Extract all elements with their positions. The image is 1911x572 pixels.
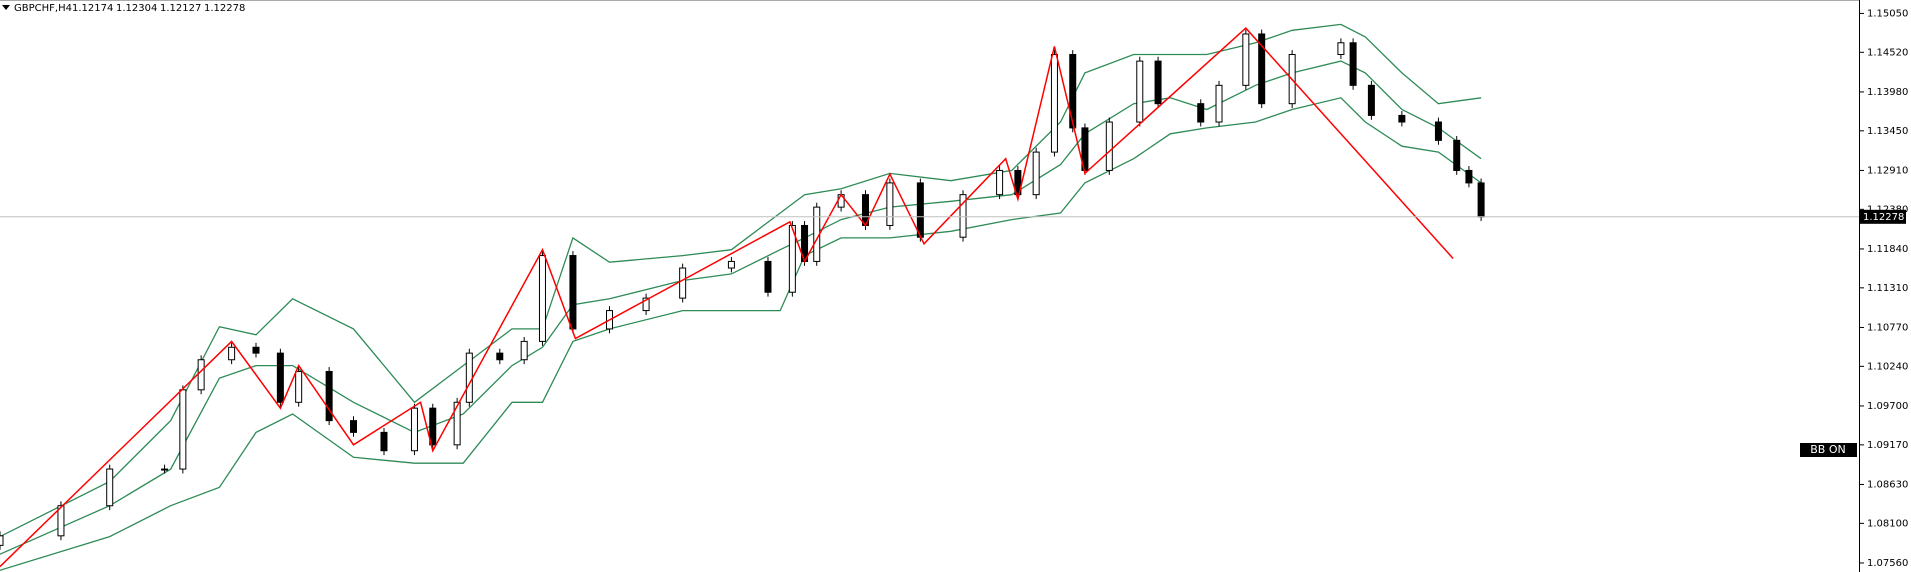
candle-body bbox=[1136, 60, 1144, 123]
candle-body bbox=[1477, 182, 1485, 218]
candle-body bbox=[1069, 54, 1077, 129]
y-tick-label: 1.08630 bbox=[1867, 479, 1908, 490]
candle-body bbox=[453, 401, 461, 446]
y-tick-label: 1.13450 bbox=[1867, 126, 1908, 137]
y-tick-label: 1.07560 bbox=[1867, 558, 1908, 569]
bb-button[interactable] bbox=[1800, 443, 1857, 457]
candle-body bbox=[410, 407, 418, 452]
candle-body bbox=[380, 431, 388, 452]
zigzag-line bbox=[0, 27, 1454, 568]
y-tick-label: 1.09700 bbox=[1867, 401, 1908, 412]
bb-button-label[interactable]: BB ON bbox=[1810, 443, 1845, 456]
last-price-box bbox=[1860, 209, 1906, 224]
candle-body bbox=[959, 194, 967, 238]
candle-body bbox=[0, 535, 4, 546]
bollinger-band bbox=[0, 97, 1482, 571]
candle-body bbox=[1367, 84, 1375, 116]
candle-body bbox=[1398, 114, 1406, 123]
collapse-icon[interactable] bbox=[2, 5, 10, 10]
candle-body bbox=[197, 359, 205, 391]
bollinger-band bbox=[0, 60, 1482, 555]
candle-body bbox=[496, 352, 504, 361]
candle-body bbox=[325, 370, 333, 422]
candle-body bbox=[57, 505, 65, 537]
candle-body bbox=[679, 267, 687, 299]
y-tick-label: 1.14520 bbox=[1867, 47, 1908, 58]
candle-body bbox=[1014, 169, 1022, 196]
candle-body bbox=[727, 260, 735, 269]
candle-body bbox=[429, 407, 437, 446]
candle-body bbox=[1197, 103, 1205, 123]
candle-body bbox=[179, 389, 187, 470]
y-tick-label: 1.10770 bbox=[1867, 322, 1908, 333]
y-tick-label: 1.10240 bbox=[1867, 361, 1908, 372]
candle-body bbox=[228, 346, 236, 361]
y-tick-label: 1.12910 bbox=[1867, 165, 1908, 176]
candle-body bbox=[1258, 33, 1266, 105]
symbol: GBPCHF,H4 bbox=[14, 3, 72, 14]
candle-body bbox=[1154, 60, 1162, 105]
y-tick-label: 1.09170 bbox=[1867, 440, 1908, 451]
y-tick-label: 1.15050 bbox=[1867, 8, 1908, 19]
candle-body bbox=[276, 352, 284, 403]
y-tick-label: 1.11310 bbox=[1867, 283, 1908, 294]
candle-body bbox=[996, 169, 1004, 196]
candle-body bbox=[161, 468, 169, 471]
candle-body bbox=[106, 468, 114, 507]
candle-body bbox=[295, 370, 303, 403]
header-price: 1.12304 bbox=[116, 3, 157, 14]
candle-body bbox=[764, 260, 772, 293]
candle-body bbox=[1032, 151, 1040, 196]
candle-body bbox=[1215, 84, 1223, 123]
candle-body bbox=[1105, 121, 1113, 171]
candle-body bbox=[1465, 169, 1473, 184]
candle-body bbox=[886, 182, 894, 226]
header-price: 1.12174 bbox=[72, 3, 113, 14]
candle-body bbox=[1337, 42, 1345, 56]
candle-body bbox=[538, 255, 546, 342]
candle-body bbox=[788, 224, 796, 293]
candle-body bbox=[642, 297, 650, 312]
candle-body bbox=[1050, 54, 1058, 153]
header-price: 1.12278 bbox=[204, 3, 245, 14]
candle-body bbox=[1242, 33, 1250, 86]
candle-body bbox=[916, 182, 924, 238]
candle-body bbox=[520, 340, 528, 361]
y-tick-label: 1.11840 bbox=[1867, 244, 1908, 255]
candle-body bbox=[569, 255, 577, 330]
y-tick-label: 1.13980 bbox=[1867, 87, 1908, 98]
candle-body bbox=[1453, 139, 1461, 171]
bollinger-band bbox=[0, 23, 1482, 538]
candle-body bbox=[1349, 42, 1357, 86]
candle-body bbox=[1434, 121, 1442, 141]
candle-body bbox=[465, 352, 473, 403]
candle-body bbox=[350, 420, 358, 433]
last-price-label: 1.12278 bbox=[1863, 212, 1904, 223]
header-price: 1.12127 bbox=[160, 3, 201, 14]
candle-body bbox=[252, 346, 260, 354]
y-tick-label: 1.08100 bbox=[1867, 518, 1908, 529]
